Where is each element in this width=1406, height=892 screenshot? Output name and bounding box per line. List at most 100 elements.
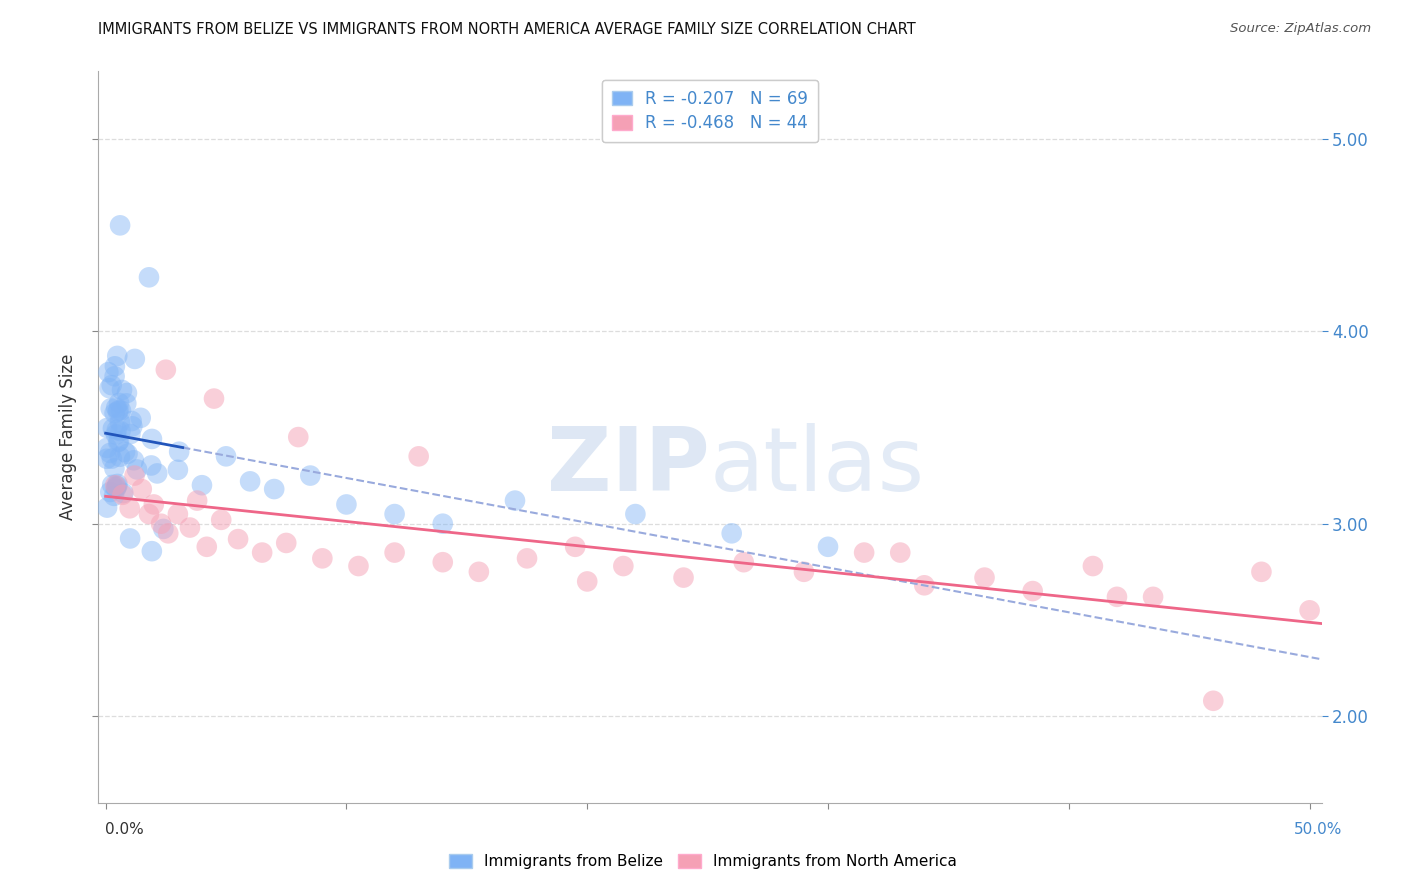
Point [114, 445, 136, 459]
Point [186, 493, 208, 508]
Y-axis label: Average Family Size: Average Family Size [59, 354, 77, 520]
Point [108, 219, 131, 233]
Point [817, 540, 839, 554]
Point [672, 571, 695, 585]
Point [299, 468, 322, 483]
Point [105, 423, 128, 437]
Point [125, 462, 148, 476]
Point [209, 513, 232, 527]
Point [117, 447, 139, 461]
Point [98, 485, 121, 500]
Text: Source: ZipAtlas.com: Source: ZipAtlas.com [1230, 22, 1371, 36]
Point [105, 401, 128, 415]
Point [129, 410, 152, 425]
Point [96, 451, 118, 466]
Point [101, 478, 124, 492]
Point [107, 477, 129, 491]
Point [112, 486, 135, 500]
Text: 50.0%: 50.0% [1295, 822, 1343, 837]
Point [311, 551, 333, 566]
Point [1081, 559, 1104, 574]
Point [793, 565, 815, 579]
Point [96, 500, 118, 515]
Point [157, 526, 180, 541]
Point [179, 520, 201, 534]
Point [155, 362, 177, 376]
Point [111, 488, 134, 502]
Point [118, 501, 141, 516]
Text: IMMIGRANTS FROM BELIZE VS IMMIGRANTS FROM NORTH AMERICA AVERAGE FAMILY SIZE CORR: IMMIGRANTS FROM BELIZE VS IMMIGRANTS FRO… [98, 22, 917, 37]
Point [124, 468, 146, 483]
Point [912, 578, 935, 592]
Point [142, 498, 165, 512]
Point [1250, 565, 1272, 579]
Point [115, 386, 138, 401]
Point [104, 427, 127, 442]
Point [1298, 603, 1320, 617]
Legend: R = -0.207   N = 69, R = -0.468   N = 44: R = -0.207 N = 69, R = -0.468 N = 44 [602, 79, 818, 143]
Point [101, 421, 124, 435]
Point [733, 555, 755, 569]
Point [503, 493, 526, 508]
Point [889, 545, 911, 559]
Point [107, 404, 129, 418]
Point [576, 574, 599, 589]
Point [202, 392, 225, 406]
Point [131, 482, 153, 496]
Point [226, 532, 249, 546]
Point [973, 571, 995, 585]
Point [100, 378, 122, 392]
Point [138, 270, 160, 285]
Text: atlas: atlas [710, 423, 925, 510]
Point [105, 349, 128, 363]
Point [384, 545, 406, 559]
Point [516, 551, 538, 566]
Point [120, 532, 142, 546]
Point [408, 450, 430, 464]
Point [124, 351, 146, 366]
Point [141, 544, 163, 558]
Point [110, 424, 132, 438]
Point [115, 396, 138, 410]
Point [1105, 590, 1128, 604]
Point [564, 540, 586, 554]
Point [96, 421, 118, 435]
Point [103, 489, 125, 503]
Point [167, 444, 190, 458]
Point [335, 498, 357, 512]
Point [195, 540, 218, 554]
Point [432, 555, 454, 569]
Point [1142, 590, 1164, 604]
Point [121, 414, 143, 428]
Point [101, 451, 124, 466]
Point [104, 482, 127, 496]
Point [103, 406, 125, 420]
Point [103, 461, 125, 475]
Point [108, 450, 131, 464]
Point [384, 507, 406, 521]
Point [141, 458, 163, 473]
Point [263, 482, 285, 496]
Point [138, 507, 160, 521]
Point [468, 565, 491, 579]
Point [612, 559, 634, 574]
Point [107, 403, 129, 417]
Point [105, 480, 128, 494]
Point [105, 479, 128, 493]
Point [720, 526, 742, 541]
Point [141, 432, 163, 446]
Point [108, 415, 131, 429]
Legend: Immigrants from Belize, Immigrants from North America: Immigrants from Belize, Immigrants from … [443, 848, 963, 875]
Point [215, 450, 238, 464]
Point [1021, 584, 1043, 599]
Text: 0.0%: 0.0% [105, 822, 145, 837]
Point [97, 365, 120, 379]
Point [250, 545, 273, 559]
Point [120, 427, 142, 442]
Point [104, 369, 127, 384]
Point [167, 507, 190, 521]
Point [122, 453, 145, 467]
Point [98, 381, 121, 395]
Point [239, 475, 262, 489]
Point [98, 446, 121, 460]
